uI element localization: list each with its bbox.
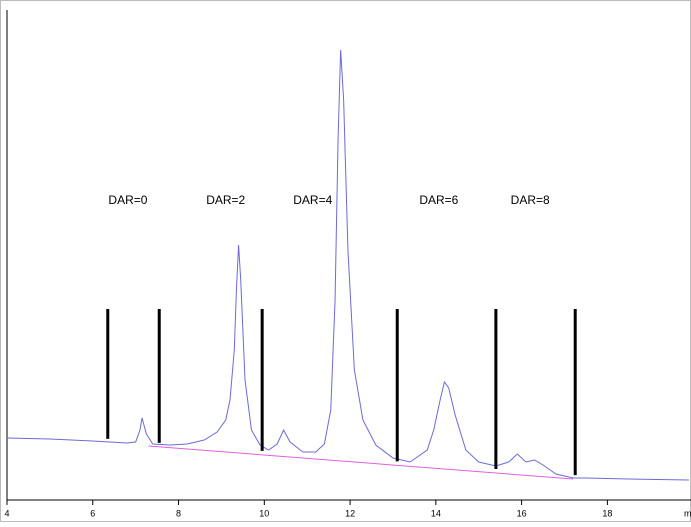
x-axis-label: mi — [684, 508, 691, 518]
annotation: DAR=4 — [293, 193, 332, 207]
x-tick-label: 4 — [4, 508, 9, 518]
x-tick-label: 14 — [431, 508, 441, 518]
x-tick-label: 10 — [259, 508, 269, 518]
x-tick-label: 8 — [176, 508, 181, 518]
trace — [6, 49, 689, 481]
annotation: DAR=0 — [108, 193, 147, 207]
annotation: DAR=2 — [206, 193, 245, 207]
x-tick-label: 18 — [602, 508, 612, 518]
baseline — [148, 445, 574, 480]
x-tick-label: 12 — [345, 508, 355, 518]
annotation: DAR=8 — [511, 193, 550, 207]
x-tick-label: 6 — [90, 508, 95, 518]
annotation: DAR=6 — [419, 193, 458, 207]
x-tick-label: 16 — [517, 508, 527, 518]
